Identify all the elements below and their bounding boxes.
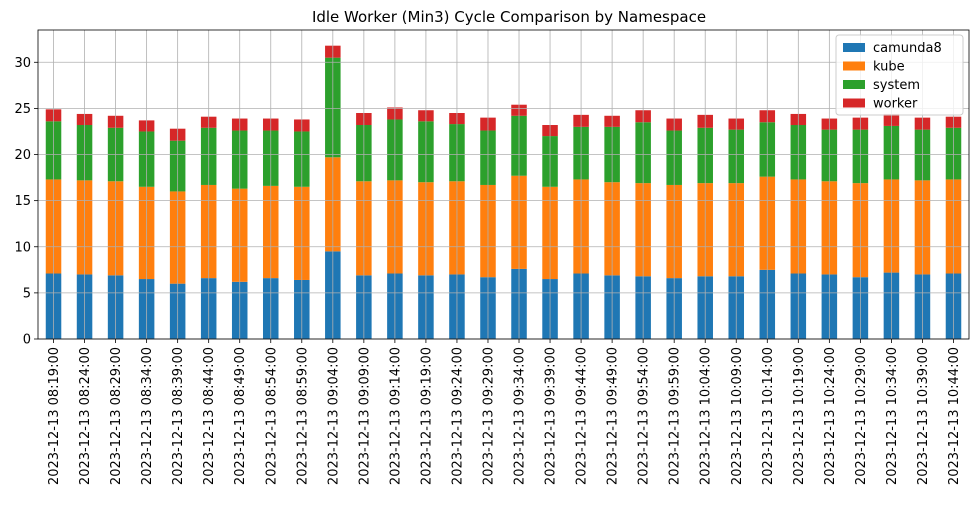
x-tick-label: 2023-12-13 08:19:00 <box>47 347 62 485</box>
x-tick-label: 2023-12-13 10:34:00 <box>885 347 900 485</box>
legend-swatch-worker <box>843 98 865 108</box>
x-tick-label: 2023-12-13 10:09:00 <box>730 347 745 485</box>
y-tick-label: 0 <box>23 333 31 348</box>
x-tick-label: 2023-12-13 10:19:00 <box>792 347 807 485</box>
x-tick-label: 2023-12-13 08:59:00 <box>295 347 310 485</box>
plot-area: 0 5 10 15 20 25 30 2023-12-13 08:19:00 2023-12-1… <box>14 29 970 485</box>
x-tick-label: 2023-12-13 10:14:00 <box>761 347 776 485</box>
legend-swatch-system <box>843 80 865 89</box>
y-tick-label: 25 <box>14 102 31 117</box>
x-tick-label: 2023-12-13 10:39:00 <box>916 347 931 485</box>
x-tick-label: 2023-12-13 09:09:00 <box>357 347 372 485</box>
x-tick-label: 2023-12-13 09:49:00 <box>606 347 621 485</box>
legend-label-kube: kube <box>873 60 905 75</box>
x-tick-label: 2023-12-13 09:34:00 <box>513 347 528 485</box>
axes-frame <box>37 29 970 340</box>
x-tick-label: 2023-12-13 08:29:00 <box>109 347 124 485</box>
x-tick-label: 2023-12-13 09:24:00 <box>450 347 465 485</box>
chart-title: Idle Worker (Min3) Cycle Comparison by N… <box>312 8 706 26</box>
x-tick-label: 2023-12-13 09:54:00 <box>637 347 652 485</box>
x-tick-label: 2023-12-13 09:29:00 <box>481 347 496 485</box>
x-tick-label: 2023-12-13 08:34:00 <box>140 347 155 485</box>
legend-label-worker: worker <box>873 97 918 112</box>
y-tick-label: 15 <box>14 194 31 209</box>
x-tick-label: 2023-12-13 10:29:00 <box>854 347 869 485</box>
x-tick-label: 2023-12-13 10:44:00 <box>947 347 962 485</box>
x-tick-label: 2023-12-13 09:59:00 <box>668 347 683 485</box>
y-tick-label: 10 <box>14 240 31 255</box>
y-tick-label: 30 <box>14 56 31 71</box>
legend-frame <box>835 34 964 116</box>
x-tick-label: 2023-12-13 09:19:00 <box>419 347 434 485</box>
x-tick-label: 2023-12-13 09:39:00 <box>544 347 559 485</box>
x-tick-label: 2023-12-13 09:44:00 <box>575 347 590 485</box>
x-tick-label: 2023-12-13 08:24:00 <box>78 347 93 485</box>
legend-label-camunda8: camunda8 <box>873 41 942 56</box>
legend-swatch-camunda8 <box>843 43 865 52</box>
x-tick-label: 2023-12-13 08:39:00 <box>171 347 186 485</box>
legend-label-system: system <box>873 78 920 93</box>
x-tick-label: 2023-12-13 10:24:00 <box>823 347 838 485</box>
x-tick-label: 2023-12-13 09:14:00 <box>388 347 403 485</box>
x-tick-label: 2023-12-13 10:04:00 <box>699 347 714 485</box>
x-tick-label: 2023-12-13 08:49:00 <box>233 347 248 485</box>
x-tick-label: 2023-12-13 09:04:00 <box>326 347 341 485</box>
x-tick-label: 2023-12-13 08:54:00 <box>264 347 279 485</box>
legend: camunda8 kube system worker <box>835 34 964 116</box>
y-tick-label: 5 <box>23 286 31 301</box>
y-tick-label: 20 <box>14 148 31 163</box>
x-tick-label: 2023-12-13 08:44:00 <box>202 347 217 485</box>
legend-swatch-kube <box>843 61 865 71</box>
